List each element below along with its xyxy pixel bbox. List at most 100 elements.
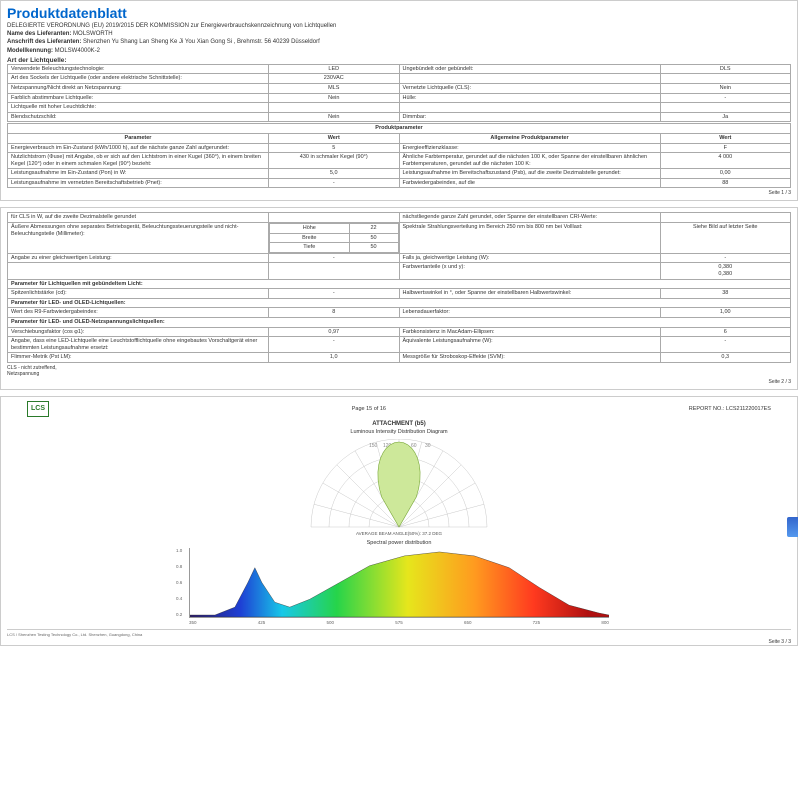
param-label: Verschiebungsfaktor (cos φ1): xyxy=(8,327,269,337)
table-row: Angabe, dass eine LED-Lichtquelle eine L… xyxy=(8,337,791,353)
table-row: Flimmer-Metrik (Pst LM):1,0Messgröße für… xyxy=(8,353,791,363)
param-label xyxy=(8,263,269,279)
param-value: - xyxy=(660,93,791,103)
y-tick: 0.4 xyxy=(176,596,182,601)
param-value: F xyxy=(660,143,791,153)
col-allg: Allgemeine Produktparameter xyxy=(399,133,660,143)
sec4-header: Parameter für Lichtquellen mit gebündelt… xyxy=(8,279,791,289)
param-label: Blendschutzschild: xyxy=(8,112,269,122)
table-page2: für CLS in W, auf die zweite Dezimalstel… xyxy=(7,212,791,363)
col-param: Parameter xyxy=(8,133,269,143)
p3-page-label: Page 15 of 16 xyxy=(352,406,386,412)
param-value: 0,97 xyxy=(269,327,400,337)
col-wert1: Wert xyxy=(269,133,400,143)
p3-header: LCS Page 15 of 16 REPORT NO.: LCS2112200… xyxy=(7,401,791,417)
dim-val: 50 xyxy=(349,243,398,253)
param-label: Halbwertswinkel in °, oder Spanne der ei… xyxy=(399,289,660,299)
param-label: Hülle: xyxy=(399,93,660,103)
attachment-title: ATTACHMENT (b5) xyxy=(7,421,791,427)
param-label: Angabe, dass eine LED-Lichtquelle eine L… xyxy=(8,337,269,353)
param-value xyxy=(269,103,400,113)
param-value: 0,380 0,380 xyxy=(660,263,791,279)
param-value: 430 in schmaler Kegel (90°) xyxy=(269,153,400,169)
table-row: Nutzlichtstrom (Φuse) mit Angabe, ob er … xyxy=(8,153,791,169)
address-label: Anschrift des Lieferanten: xyxy=(7,39,81,45)
dims-label: Äußere Abmessungen ohne separates Betrie… xyxy=(8,223,269,254)
param-label: Art des Sockels der Lichtquelle (oder an… xyxy=(8,74,269,84)
param-label: Falls ja, gleichwertige Leistung (W): xyxy=(399,253,660,263)
dims-subtable-cell: Höhe22Breite50Tiefe50 xyxy=(269,223,400,254)
y-tick: 1.0 xyxy=(176,548,182,553)
page-2: für CLS in W, auf die zweite Dezimalstel… xyxy=(0,207,798,390)
param-value: 5 xyxy=(269,143,400,153)
param-value: 4 000 xyxy=(660,153,791,169)
param-value: 0,3 xyxy=(660,353,791,363)
param-label: Äquivalente Leistungsaufnahme (W): xyxy=(399,337,660,353)
param-label: Leistungsaufnahme im Bereitschaftszustan… xyxy=(399,169,660,179)
model-value: MOLSW4000K-2 xyxy=(55,48,100,54)
param-label: Wert des R9-Farbwiedergabeindex: xyxy=(8,308,269,318)
param-value: Nein xyxy=(269,93,400,103)
x-tick: 425 xyxy=(258,620,266,625)
page-1: Produktdatenblatt DELEGIERTE VERORDNUNG … xyxy=(0,0,798,201)
param-label: Leistungsaufnahme im Ein-Zustand (Pon) i… xyxy=(8,169,269,179)
param-value: MLS xyxy=(269,83,400,93)
legend: CLS - nicht zutreffend, Netzspannung xyxy=(7,365,791,377)
spectral-svg xyxy=(190,548,609,617)
x-tick: 800 xyxy=(601,620,609,625)
sec3-lead-l2: nächstliegende ganze Zahl gerundet, oder… xyxy=(399,213,660,223)
page2-number: Seite 2 / 3 xyxy=(7,379,791,385)
regulation-line: DELEGIERTE VERORDNUNG (EU) 2019/2015 DER… xyxy=(7,23,791,30)
polar-caption: AVERAGE BEAM ANGLE(50%): 37.2 DEG xyxy=(7,531,791,536)
sec6-header: Parameter für LED- und OLED-Netzspannung… xyxy=(8,318,791,328)
dim-key: Tiefe xyxy=(270,243,350,253)
param-value: 88 xyxy=(660,178,791,188)
param-value: 6 xyxy=(660,327,791,337)
y-tick: 0.2 xyxy=(176,612,182,617)
dim-val: 50 xyxy=(349,233,398,243)
y-tick: 0.8 xyxy=(176,564,182,569)
table-row: Wert des R9-Farbwiedergabeindex:8Lebensd… xyxy=(8,308,791,318)
dim-row: Breite50 xyxy=(270,233,399,243)
sec3-lead-v2 xyxy=(660,213,791,223)
param-label: Angabe zu einer gleichwertigen Leistung: xyxy=(8,253,269,263)
table-row: Netzspannung/Nicht direkt an Netzspannun… xyxy=(8,83,791,93)
table-row: Leistungsaufnahme im vernetzten Bereitsc… xyxy=(8,178,791,188)
param-label: Nutzlichtstrom (Φuse) mit Angabe, ob er … xyxy=(8,153,269,169)
x-tick: 575 xyxy=(395,620,403,625)
x-tick: 350 xyxy=(189,620,197,625)
param-value: LED xyxy=(269,64,400,74)
x-tick: 725 xyxy=(533,620,541,625)
table-row: Leistungsaufnahme im Ein-Zustand (Pon) i… xyxy=(8,169,791,179)
sec3-lead-l1: für CLS in W, auf die zweite Dezimalstel… xyxy=(8,213,269,223)
param-label: Farbwiedergabeindex, auf die xyxy=(399,178,660,188)
doc-title: Produktdatenblatt xyxy=(7,5,791,21)
spectral-title: Spectral power distribution xyxy=(7,540,791,546)
param-value: 0,00 xyxy=(660,169,791,179)
p3-report: REPORT NO.: LCS211220017ES xyxy=(689,406,771,412)
p3-footer: LCS / Shenzhen Testing Technology Co., L… xyxy=(7,629,791,637)
model-label: Modellkennung: xyxy=(7,48,53,54)
param-label: Netzspannung/Nicht direkt an Netzspannun… xyxy=(8,83,269,93)
param-label: Lichtquelle mit hoher Leuchtdichte: xyxy=(8,103,269,113)
param-value xyxy=(269,263,400,279)
param-value: Nein xyxy=(660,83,791,93)
table-row: Blendschutzschild:NeinDimmbar:Ja xyxy=(8,112,791,122)
param-label: Energieverbrauch im Ein-Zustand (kWh/100… xyxy=(8,143,269,153)
polar-svg: 150120906030 xyxy=(309,439,489,529)
param-value: 5,0 xyxy=(269,169,400,179)
x-tick: 500 xyxy=(326,620,334,625)
param-label: Leistungsaufnahme im vernetzten Bereitsc… xyxy=(8,178,269,188)
svg-text:150: 150 xyxy=(369,443,378,449)
lcs-logo-icon: LCS xyxy=(27,401,49,417)
param-label: Lebensdauerfaktor: xyxy=(399,308,660,318)
param-value: DLS xyxy=(660,64,791,74)
param-value xyxy=(660,74,791,84)
table-row: Farblich abstimmbare Lichtquelle:NeinHül… xyxy=(8,93,791,103)
param-value xyxy=(660,103,791,113)
param-label xyxy=(399,103,660,113)
dims-subtable: Höhe22Breite50Tiefe50 xyxy=(269,223,399,253)
param-value: - xyxy=(269,178,400,188)
table-row: Energieverbrauch im Ein-Zustand (kWh/100… xyxy=(8,143,791,153)
polar-diagram: 150120906030 xyxy=(309,439,489,529)
